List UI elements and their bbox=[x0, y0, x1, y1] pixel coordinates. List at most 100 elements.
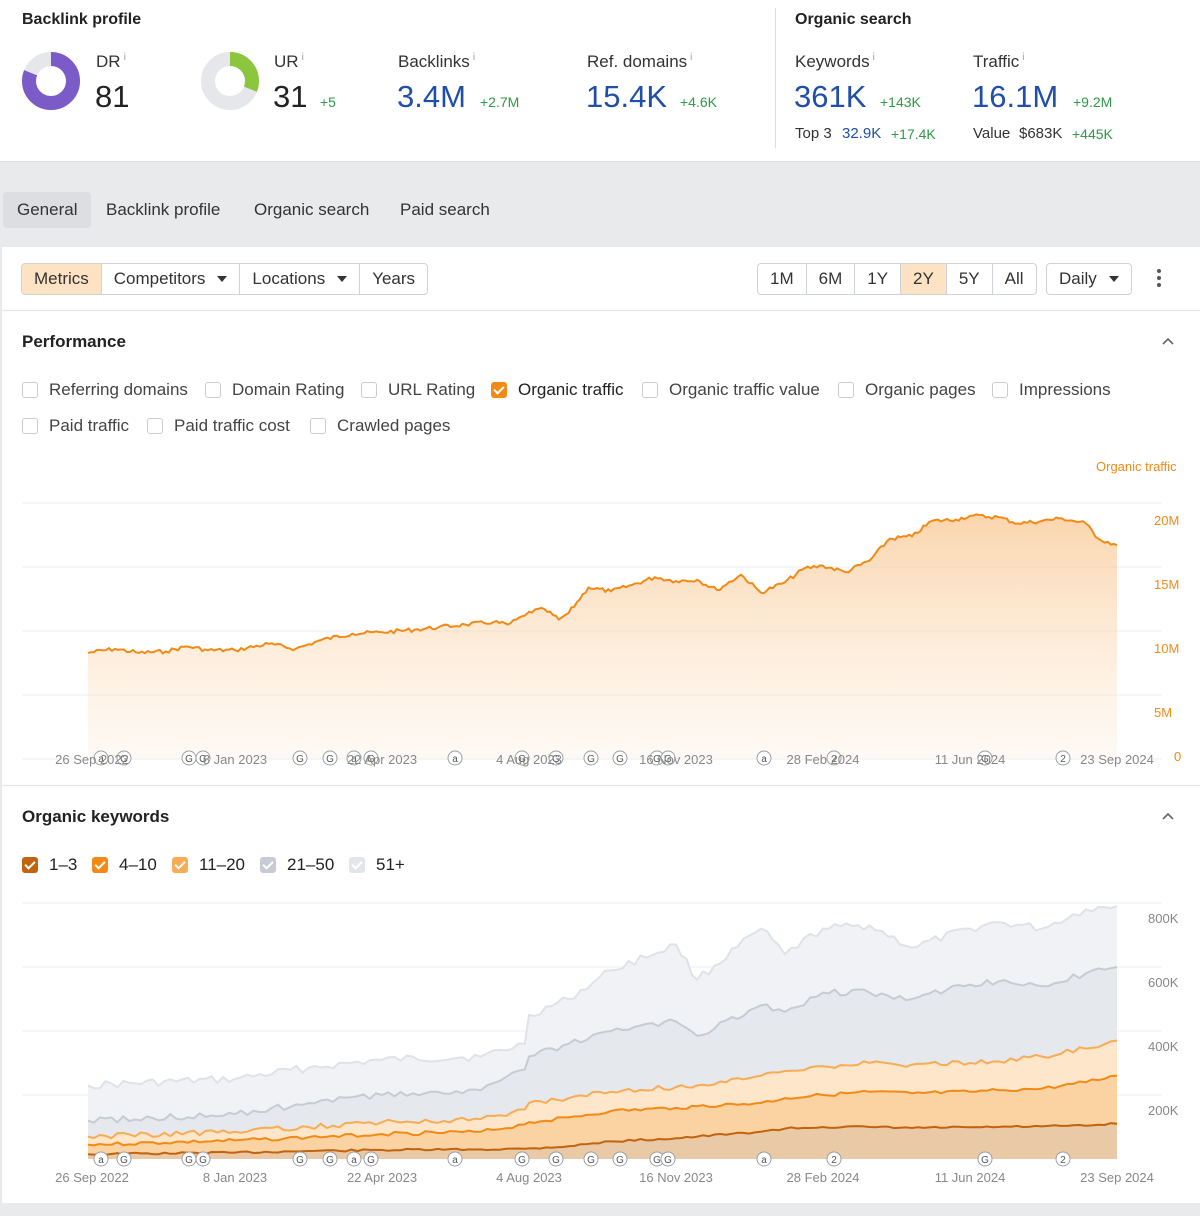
svg-text:a: a bbox=[98, 754, 104, 765]
metric-url-rating[interactable]: URL Rating bbox=[361, 379, 475, 401]
checkbox-checked[interactable] bbox=[92, 857, 108, 873]
checkbox-checked[interactable] bbox=[349, 857, 365, 873]
metrics-button[interactable]: Metrics bbox=[22, 264, 102, 294]
years-button[interactable]: Years bbox=[372, 269, 416, 288]
competitors-dropdown[interactable]: Competitors bbox=[102, 264, 241, 294]
backlink-profile-title: Backlink profile bbox=[22, 11, 142, 28]
svg-text:a: a bbox=[761, 754, 767, 765]
checkbox-checked[interactable] bbox=[260, 857, 276, 873]
checkbox[interactable] bbox=[838, 382, 854, 398]
checkbox[interactable] bbox=[361, 382, 377, 398]
info-icon[interactable]: i bbox=[472, 52, 476, 64]
y-tick-label: 15M bbox=[1154, 577, 1180, 592]
ur-label[interactable]: UR i bbox=[274, 52, 304, 72]
backlinks-label[interactable]: Backlinks i bbox=[398, 52, 475, 72]
legend-label: 11–20 bbox=[199, 855, 246, 874]
traffic-label[interactable]: Traffic i bbox=[973, 52, 1025, 72]
annotation-badge: G bbox=[514, 750, 530, 766]
tab-backlink-profile[interactable]: Backlink profile bbox=[106, 200, 221, 219]
checkbox[interactable] bbox=[310, 418, 326, 434]
ref-domains-value[interactable]: 15.4K bbox=[586, 79, 668, 114]
metric-paid-traffic[interactable]: Paid traffic bbox=[22, 415, 129, 437]
ref-domains-label[interactable]: Ref. domains i bbox=[587, 52, 692, 72]
chevron-down-icon bbox=[217, 275, 228, 282]
top3-value[interactable]: 32.9K bbox=[842, 125, 882, 142]
x-tick-label: 28 Feb 2024 bbox=[786, 1170, 860, 1185]
ur-donut-chart bbox=[201, 52, 259, 110]
y-tick-label: 200K bbox=[1148, 1103, 1179, 1118]
keywords-label-text: Keywords bbox=[795, 52, 870, 71]
metric-impressions[interactable]: Impressions bbox=[992, 379, 1111, 401]
x-tick-label: 16 Nov 2023 bbox=[639, 1170, 713, 1185]
svg-text:a: a bbox=[98, 1155, 104, 1166]
svg-text:G: G bbox=[616, 1155, 624, 1166]
legend-pos-4-10[interactable]: 4–10 bbox=[92, 854, 157, 876]
checkbox-checked[interactable] bbox=[22, 857, 38, 873]
checkbox[interactable] bbox=[22, 418, 38, 434]
legend-pos-21-50[interactable]: 21–50 bbox=[260, 854, 334, 876]
range-all[interactable]: All bbox=[1004, 269, 1024, 288]
info-icon[interactable]: i bbox=[301, 52, 304, 64]
info-icon[interactable]: i bbox=[690, 52, 693, 64]
svg-text:a: a bbox=[761, 1155, 767, 1166]
locations-dropdown[interactable]: Locations bbox=[240, 264, 361, 294]
info-icon[interactable]: i bbox=[872, 52, 875, 64]
legend-pos-1-3[interactable]: 1–3 bbox=[22, 854, 77, 876]
range-1m[interactable]: 1M bbox=[758, 264, 807, 294]
tab-organic-search[interactable]: Organic search bbox=[254, 200, 370, 219]
checkbox[interactable] bbox=[642, 382, 658, 398]
keywords-label[interactable]: Keywords i bbox=[795, 52, 875, 72]
range-5y[interactable]: 5Y bbox=[947, 264, 993, 294]
tab-general[interactable]: General bbox=[3, 192, 92, 228]
more-options-icon[interactable] bbox=[1156, 269, 1162, 289]
dr-label[interactable]: DR i bbox=[96, 52, 126, 72]
svg-text:G: G bbox=[552, 754, 560, 765]
interval-select[interactable]: Daily bbox=[1047, 264, 1131, 294]
range-1y[interactable]: 1Y bbox=[855, 264, 902, 294]
annotation-badge: G bbox=[548, 1151, 564, 1167]
svg-text:a: a bbox=[452, 1155, 458, 1166]
backlinks-value[interactable]: 3.4M bbox=[397, 79, 466, 114]
legend-pos-51-plus[interactable]: 51+ bbox=[349, 854, 405, 876]
range-6m[interactable]: 6M bbox=[807, 264, 856, 294]
metric-organic-pages[interactable]: Organic pages bbox=[838, 379, 976, 401]
page-footer-strip bbox=[0, 1203, 1200, 1216]
info-icon[interactable]: i bbox=[123, 52, 126, 64]
checkbox-checked[interactable] bbox=[172, 857, 188, 873]
keywords-area-pos-1-3 bbox=[88, 1123, 1117, 1159]
checkbox[interactable] bbox=[22, 382, 38, 398]
keywords-value[interactable]: 361K bbox=[794, 79, 867, 114]
dr-donut-chart bbox=[22, 52, 80, 110]
chevron-up-icon[interactable] bbox=[1162, 335, 1174, 347]
chevron-up-icon[interactable] bbox=[1162, 810, 1174, 822]
checkbox[interactable] bbox=[205, 382, 221, 398]
svg-text:G: G bbox=[326, 754, 334, 765]
metric-paid-traffic-cost[interactable]: Paid traffic cost bbox=[147, 415, 290, 437]
legend-label: 51+ bbox=[376, 855, 405, 874]
metric-organic-traffic-value[interactable]: Organic traffic value bbox=[642, 379, 820, 401]
annotation-badge: G bbox=[612, 750, 628, 766]
metric-organic-traffic[interactable]: Organic traffic bbox=[491, 379, 624, 401]
performance-title: Performance bbox=[22, 332, 126, 351]
checkbox-checked[interactable] bbox=[491, 382, 507, 398]
dr-label-text: DR bbox=[96, 52, 121, 71]
interval-dropdown[interactable]: Daily bbox=[1046, 263, 1132, 295]
annotation-badge: G bbox=[322, 1151, 338, 1167]
metric-referring-domains[interactable]: Referring domains bbox=[22, 379, 188, 401]
checkbox[interactable] bbox=[147, 418, 163, 434]
traffic-value[interactable]: 16.1M bbox=[972, 79, 1059, 114]
legend-pos-11-20[interactable]: 11–20 bbox=[172, 854, 245, 876]
checkbox[interactable] bbox=[992, 382, 1008, 398]
annotation-badge: G bbox=[292, 750, 308, 766]
keywords-delta: +143K bbox=[880, 94, 921, 110]
checkbox-label: URL Rating bbox=[388, 380, 476, 399]
keywords-line-pos-4-10 bbox=[87, 1074, 1118, 1147]
annotation-badge: a bbox=[447, 750, 463, 766]
metric-domain-rating[interactable]: Domain Rating bbox=[205, 379, 344, 401]
range-2y[interactable]: 2Y bbox=[901, 264, 947, 294]
metric-crawled-pages[interactable]: Crawled pages bbox=[310, 415, 450, 437]
tab-paid-search[interactable]: Paid search bbox=[400, 200, 490, 219]
info-icon[interactable]: i bbox=[1022, 52, 1025, 64]
